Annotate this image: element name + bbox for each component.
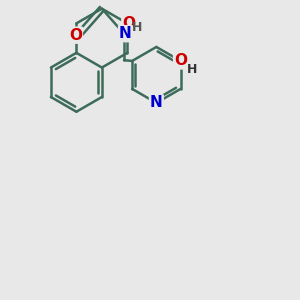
Text: O: O xyxy=(122,16,135,31)
Text: N: N xyxy=(150,95,163,110)
Text: H: H xyxy=(132,21,142,34)
Text: O: O xyxy=(174,53,187,68)
Text: H: H xyxy=(187,63,197,76)
Text: O: O xyxy=(69,28,82,43)
Text: N: N xyxy=(119,26,132,41)
